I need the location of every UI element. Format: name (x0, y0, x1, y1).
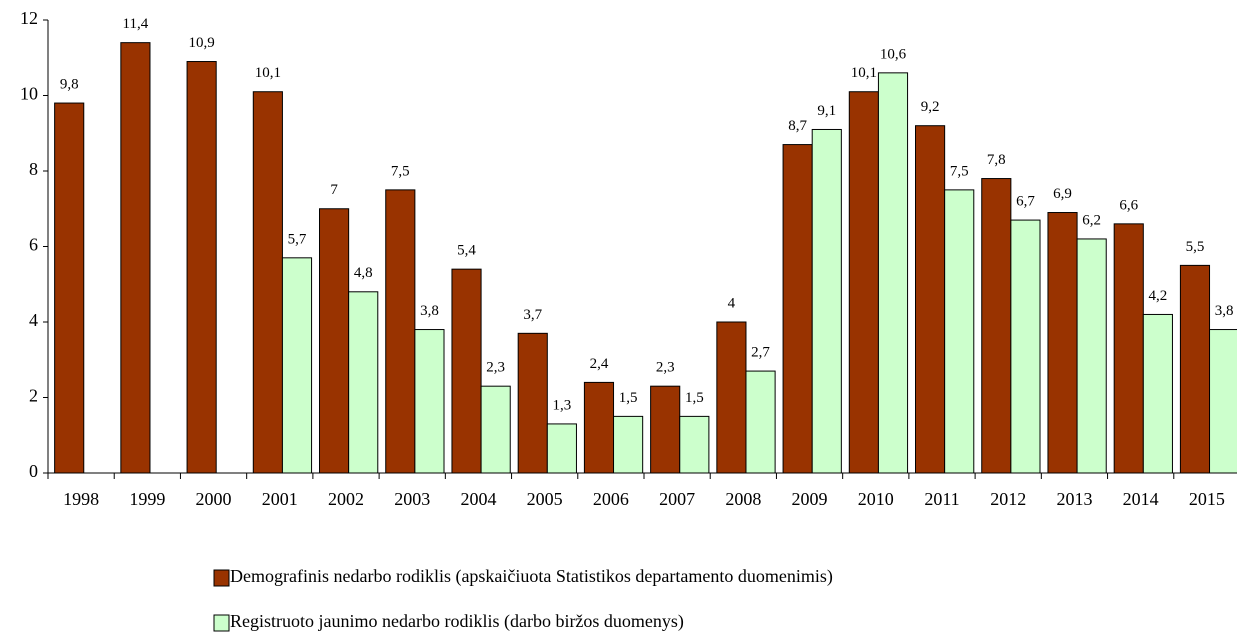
bar (848, 91, 879, 474)
bar (319, 208, 350, 474)
bar (1142, 313, 1173, 474)
x-tick-label: 2014 (1123, 489, 1159, 509)
x-tick-label: 2008 (725, 489, 761, 509)
bar (1209, 329, 1237, 474)
value-label: 2,7 (751, 345, 770, 361)
bar (1076, 238, 1107, 474)
x-tick-label: 2009 (792, 489, 828, 509)
bar (679, 415, 710, 474)
legend-label: Demografinis nedarbo rodiklis (apskaičiu… (230, 566, 833, 587)
value-label: 10,6 (880, 46, 907, 62)
value-label: 6,9 (1053, 186, 1072, 202)
y-tick-label: 12 (20, 8, 38, 28)
x-tick-label: 2011 (924, 489, 959, 509)
bar (811, 128, 842, 474)
bar (252, 91, 283, 474)
y-tick-label: 4 (29, 310, 38, 330)
value-label: 9,8 (60, 76, 79, 92)
x-tick-label: 2005 (527, 489, 563, 509)
value-label: 7 (330, 182, 338, 198)
value-label: 8,7 (788, 118, 807, 134)
x-tick-label: 2015 (1189, 489, 1225, 509)
bar (782, 144, 813, 474)
value-label: 4,2 (1149, 288, 1168, 304)
legend-swatch (213, 569, 230, 587)
value-label: 1,3 (553, 397, 572, 413)
bar (613, 415, 644, 474)
bar (981, 178, 1012, 474)
value-label: 5,4 (457, 243, 476, 259)
value-label: 10,1 (255, 65, 281, 81)
bar (480, 385, 511, 474)
bar (348, 291, 379, 474)
x-tick-label: 2001 (262, 489, 298, 509)
bar (877, 72, 909, 474)
x-tick-label: 2010 (858, 489, 894, 509)
bar (650, 385, 681, 474)
y-tick-label: 6 (29, 235, 38, 255)
x-tick-label: 2012 (990, 489, 1026, 509)
value-label: 9,1 (817, 103, 836, 119)
bar (1010, 219, 1041, 474)
x-tick-label: 2000 (196, 489, 232, 509)
y-tick-label: 10 (20, 84, 38, 104)
legend-label: Registruoto jaunimo nedarbo rodiklis (da… (230, 611, 684, 632)
bar (451, 268, 482, 474)
value-label: 5,5 (1186, 239, 1205, 255)
bar (1113, 223, 1144, 474)
x-tick-label: 2003 (394, 489, 430, 509)
value-label: 5,7 (288, 231, 307, 247)
value-label: 7,8 (987, 152, 1006, 168)
bar (1047, 212, 1078, 474)
bar (385, 189, 416, 474)
value-label: 1,5 (685, 390, 704, 406)
bar (915, 125, 946, 474)
bar (186, 61, 217, 474)
bar (944, 189, 975, 474)
value-label: 3,8 (420, 303, 439, 319)
bar (745, 370, 776, 474)
value-label: 6,6 (1119, 197, 1138, 213)
legend-swatch (213, 614, 230, 632)
value-label: 11,4 (123, 16, 149, 32)
x-tick-label: 2006 (593, 489, 629, 509)
value-label: 7,5 (950, 163, 969, 179)
x-tick-label: 1998 (63, 489, 99, 509)
value-label: 6,7 (1016, 194, 1035, 210)
y-tick-label: 2 (29, 386, 38, 406)
value-label: 3,8 (1215, 303, 1234, 319)
x-tick-label: 2007 (659, 489, 695, 509)
value-label: 10,1 (851, 65, 877, 81)
x-tick-label: 1999 (129, 489, 165, 509)
bar (54, 102, 85, 474)
bar (517, 332, 548, 474)
y-tick-label: 0 (29, 461, 38, 481)
bar (1179, 264, 1211, 474)
value-label: 6,2 (1082, 212, 1101, 228)
x-tick-label: 2004 (460, 489, 496, 509)
value-label: 4,8 (354, 265, 373, 281)
value-label: 9,2 (921, 99, 940, 115)
value-label: 10,9 (189, 35, 215, 51)
value-label: 1,5 (619, 390, 638, 406)
value-label: 2,3 (656, 360, 675, 376)
bar (120, 42, 151, 474)
value-label: 7,5 (391, 163, 410, 179)
value-label: 2,4 (590, 356, 609, 372)
value-label: 3,7 (523, 307, 542, 323)
x-tick-label: 2002 (328, 489, 364, 509)
value-label: 4 (728, 295, 736, 311)
bar (546, 423, 577, 474)
bar (716, 321, 747, 474)
bar (583, 381, 615, 474)
value-label: 2,3 (486, 360, 505, 376)
x-tick-label: 2013 (1056, 489, 1092, 509)
y-tick-label: 8 (29, 159, 38, 179)
bar (281, 257, 313, 474)
bar (414, 329, 445, 474)
